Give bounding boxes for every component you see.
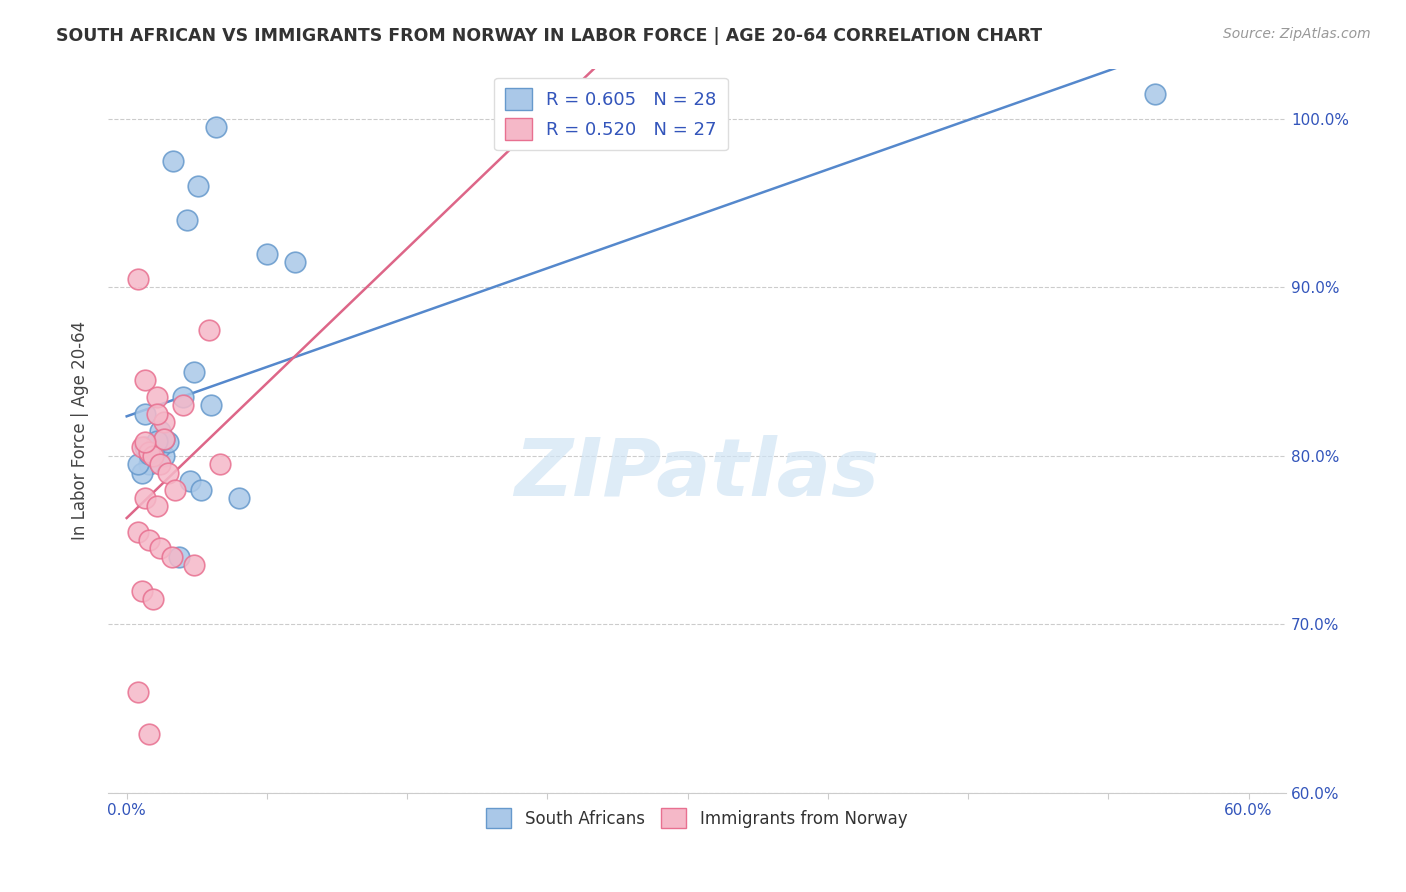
- Point: [127, 457, 149, 471]
- Point: [153, 432, 176, 446]
- Point: [156, 435, 179, 450]
- Legend: South Africans, Immigrants from Norway: South Africans, Immigrants from Norway: [479, 801, 914, 835]
- Point: [1144, 87, 1167, 101]
- Point: [165, 483, 187, 497]
- Point: [190, 483, 212, 497]
- Text: SOUTH AFRICAN VS IMMIGRANTS FROM NORWAY IN LABOR FORCE | AGE 20-64 CORRELATION C: SOUTH AFRICAN VS IMMIGRANTS FROM NORWAY …: [56, 27, 1042, 45]
- Point: [143, 445, 166, 459]
- Point: [142, 449, 165, 463]
- Point: [183, 558, 205, 573]
- Point: [205, 120, 228, 135]
- Point: [134, 435, 156, 450]
- Point: [153, 449, 176, 463]
- Point: [145, 434, 167, 448]
- Point: [149, 457, 172, 471]
- Point: [162, 154, 184, 169]
- Point: [209, 457, 232, 471]
- Text: Source: ZipAtlas.com: Source: ZipAtlas.com: [1223, 27, 1371, 41]
- Point: [145, 390, 167, 404]
- Point: [127, 524, 149, 539]
- Point: [138, 447, 160, 461]
- Point: [138, 533, 160, 547]
- Point: [179, 474, 201, 488]
- Point: [138, 457, 160, 471]
- Point: [160, 549, 183, 564]
- Point: [200, 398, 222, 412]
- Point: [149, 441, 172, 455]
- Point: [156, 466, 179, 480]
- Point: [127, 272, 149, 286]
- Point: [228, 491, 250, 505]
- Point: [131, 583, 153, 598]
- Point: [172, 390, 194, 404]
- Point: [153, 415, 176, 429]
- Point: [145, 500, 167, 514]
- Point: [127, 684, 149, 698]
- Point: [284, 255, 307, 269]
- Point: [138, 727, 160, 741]
- Point: [149, 541, 172, 556]
- Point: [142, 443, 165, 458]
- Point: [176, 213, 198, 227]
- Point: [183, 365, 205, 379]
- Point: [134, 407, 156, 421]
- Point: [167, 549, 190, 564]
- Y-axis label: In Labor Force | Age 20-64: In Labor Force | Age 20-64: [72, 321, 89, 541]
- Point: [153, 432, 176, 446]
- Point: [131, 441, 153, 455]
- Point: [149, 424, 172, 438]
- Point: [131, 466, 153, 480]
- Point: [134, 441, 156, 455]
- Point: [138, 445, 160, 459]
- Point: [134, 373, 156, 387]
- Point: [198, 322, 221, 336]
- Point: [172, 398, 194, 412]
- Point: [134, 491, 156, 505]
- Point: [145, 407, 167, 421]
- Point: [142, 592, 165, 607]
- Point: [187, 179, 209, 194]
- Text: ZIPatlas: ZIPatlas: [515, 435, 880, 513]
- Point: [256, 246, 278, 260]
